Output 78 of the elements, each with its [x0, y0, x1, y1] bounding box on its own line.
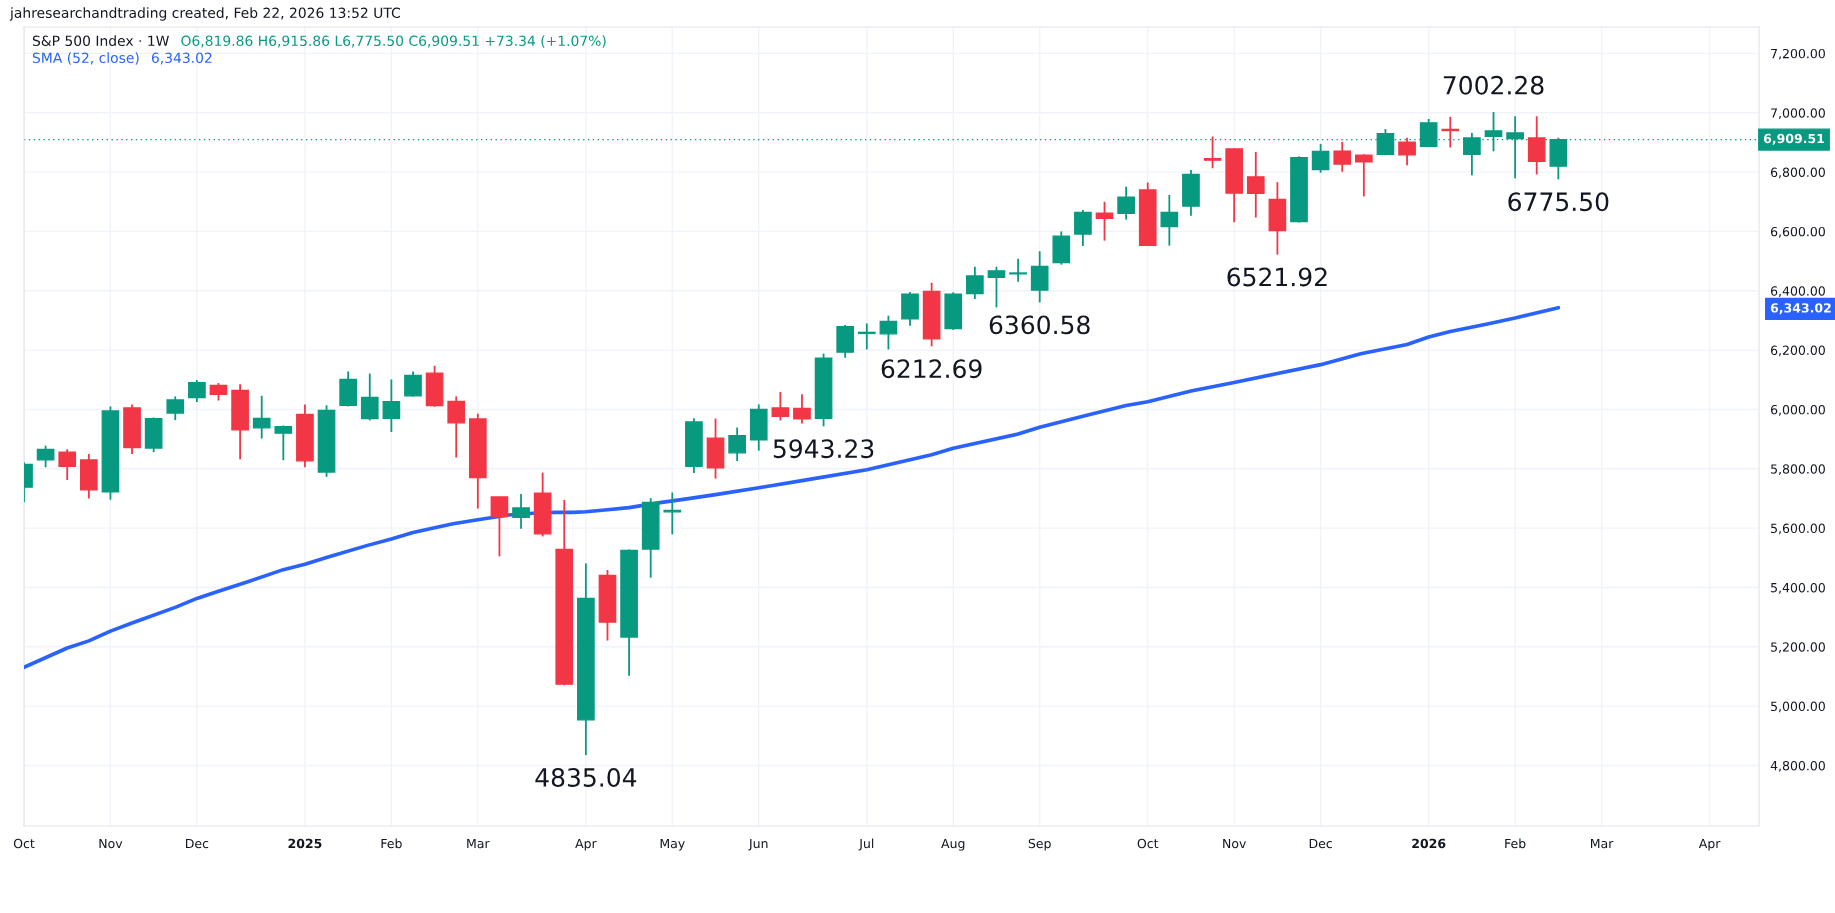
y-tick-label: 6,200.00 [1770, 345, 1825, 357]
line-series [24, 305, 1561, 670]
x-tick-label: Nov [1223, 838, 1246, 849]
text: jahresearchandtrading created, Feb 22, 2026 13:52 UTC [9, 7, 400, 21]
candlestick [252, 394, 271, 440]
candlestick [490, 496, 509, 558]
y-tick-label: 6,800.00 [1770, 167, 1825, 179]
y-tick-label: 5,000.00 [1771, 701, 1825, 713]
x-tick-label: Dec [1309, 838, 1332, 849]
y-tick-label: 6,600.00 [1770, 226, 1825, 238]
x-tick-label: 2025 [288, 838, 322, 849]
x-tick-label: Oct [13, 838, 35, 849]
candlestick [879, 314, 898, 351]
x-tick-label: Mar [1590, 838, 1614, 849]
candlestick [382, 378, 401, 433]
y-tick-label: 6,000.00 [1770, 404, 1825, 416]
x-tick-label: Aug [941, 838, 965, 851]
candlestick [360, 372, 379, 422]
candlestick [36, 444, 55, 469]
y-tick-label: 4,800.00 [1770, 760, 1825, 772]
annotation: 5943.23 [773, 439, 874, 459]
x-tick-label: Nov [99, 838, 123, 849]
x-tick-label: Dec [186, 838, 209, 849]
x-tick-label: Feb [1505, 838, 1526, 849]
candlestick [793, 393, 811, 425]
y-tick-label: 5,600.00 [1771, 523, 1825, 535]
y-tick-label: 5,400.00 [1771, 582, 1825, 594]
candlestick [1203, 135, 1222, 170]
annotation: 6521.92 [1227, 267, 1327, 287]
x-tick-label: Sep [1028, 838, 1051, 851]
candlestick [404, 370, 422, 398]
annotation: 6360.58 [989, 315, 1090, 335]
y-tick-label: 7,200.00 [1771, 48, 1825, 60]
x-tick-label: May [660, 838, 685, 851]
candlestick [1160, 194, 1179, 247]
candlestick [1009, 257, 1027, 283]
text: O6,819.86 H6,915.86 L6,775.50 C6,909.51 +73.34 (+1.07%) [181, 35, 606, 48]
candlestick [1246, 151, 1265, 219]
candlestick [1030, 250, 1049, 304]
candlestick [1527, 115, 1546, 176]
candlestick [1355, 153, 1373, 198]
y-tick-label: 6,400.00 [1770, 286, 1825, 297]
candlestick [1398, 136, 1416, 167]
candlestick [512, 493, 530, 530]
candlestick [166, 395, 185, 422]
x-tick-label: 2026 [1412, 838, 1446, 849]
text: 6,343.02 [151, 52, 212, 65]
candlestick [987, 265, 1006, 309]
y-tick-label: 6,343.02 [1770, 303, 1831, 315]
x-tick-label: Oct [1137, 838, 1159, 849]
text: SMA (52, close) [32, 52, 139, 65]
candlestick [1074, 209, 1092, 247]
y-tick-label: 7,000.00 [1771, 108, 1825, 119]
annotation: 7002.28 [1443, 75, 1544, 95]
y-tick-label: 5,200.00 [1771, 642, 1825, 653]
x-tick-label: Feb [381, 838, 402, 849]
annotation: 6212.69 [881, 359, 982, 379]
annotation: 4835.04 [535, 768, 637, 787]
candlestick [447, 395, 466, 459]
candlestick [771, 391, 790, 422]
candlestick [1117, 185, 1135, 221]
x-tick-label: Apr [575, 838, 597, 851]
candlestick [274, 424, 293, 462]
y-tick-label: 5,800.00 [1771, 464, 1825, 475]
candlestick [188, 379, 206, 403]
x-tick-label: Apr [1698, 838, 1721, 851]
x-tick-label: Jul [858, 838, 874, 851]
candlestick [966, 265, 984, 300]
x-tick-label: Jun [748, 838, 768, 851]
candlestick [58, 448, 77, 481]
candlestick [1333, 140, 1352, 173]
ref-line-label: 6,909.51 [1763, 133, 1824, 145]
candlestick [728, 426, 746, 462]
x-tick-label: Mar [467, 838, 490, 849]
candlestick [1095, 200, 1114, 242]
chart-title: S&P 500 Index · 1W [32, 35, 169, 47]
candlestick [1311, 142, 1330, 174]
annotation: 6775.50 [1508, 192, 1609, 212]
